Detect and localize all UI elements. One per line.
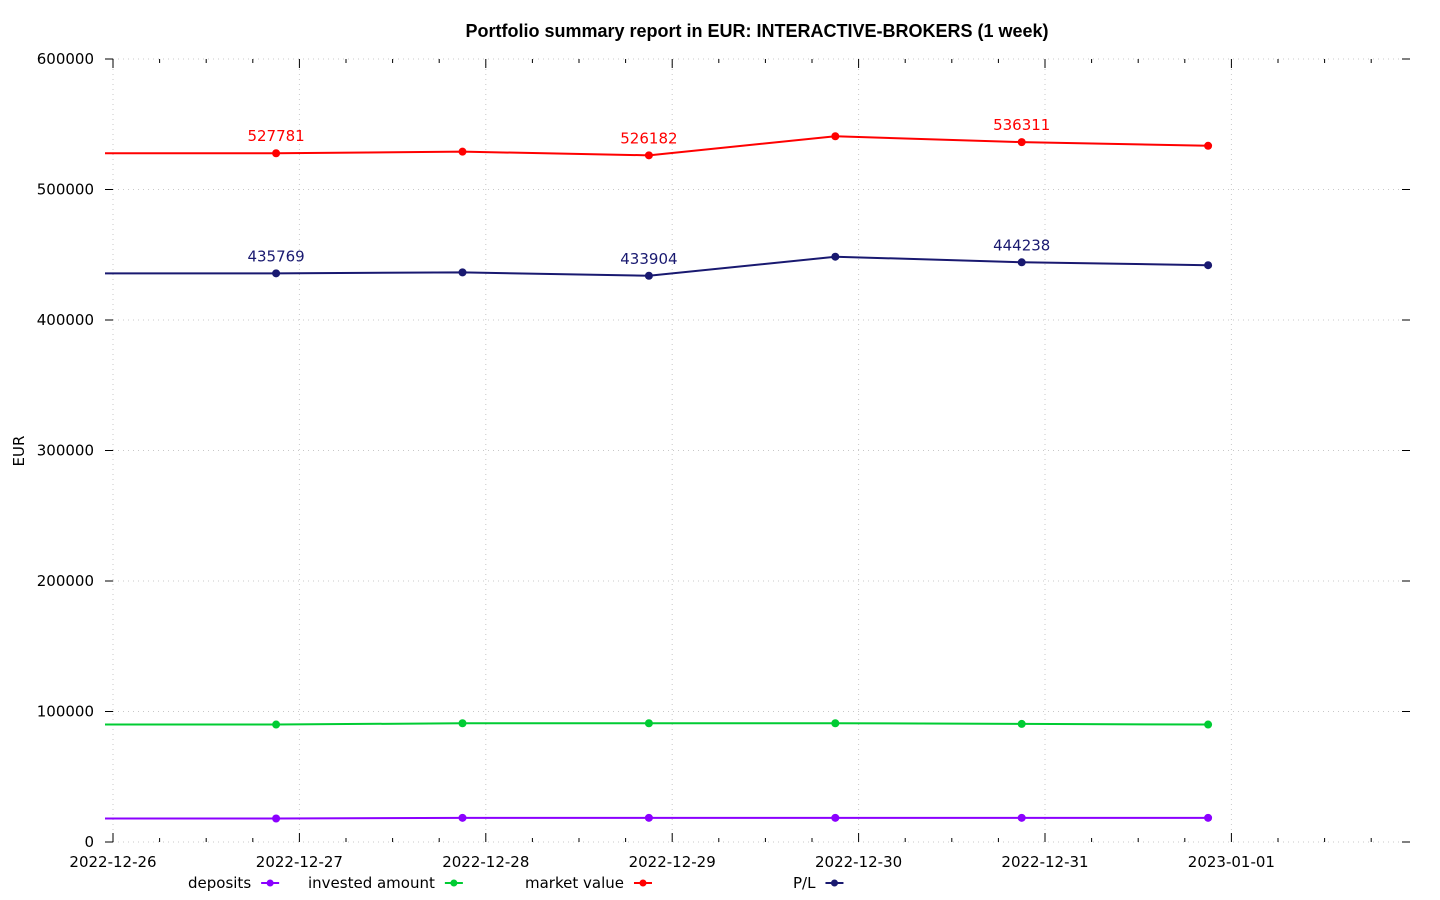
data-point [831, 132, 840, 141]
x-tick-label: 2022-12-29 [629, 853, 716, 871]
data-point [272, 149, 281, 158]
series-lines [105, 132, 1213, 823]
data-point [1017, 813, 1026, 822]
data-label: 433904 [620, 250, 677, 268]
legend: deposits invested amount market value P/L [188, 874, 844, 892]
data-point [1204, 720, 1213, 729]
data-label: 444238 [993, 236, 1050, 254]
series-invested-amount [105, 719, 1213, 729]
data-point [644, 719, 653, 728]
y-tick-label: 100000 [37, 703, 94, 721]
data-point [831, 719, 840, 728]
y-tick-label: 0 [84, 833, 94, 851]
data-point [272, 814, 281, 823]
data-point [458, 719, 467, 728]
y-tick-label: 400000 [37, 311, 94, 329]
x-tick-label: 2023-01-01 [1188, 853, 1275, 871]
y-axis-label: EUR [10, 436, 28, 467]
series-p-l [105, 252, 1213, 280]
series-deposits [105, 813, 1213, 823]
x-tick-label: 2022-12-28 [442, 853, 529, 871]
data-point [1204, 261, 1213, 270]
data-point [272, 720, 281, 729]
data-point [1017, 138, 1026, 147]
y-tick-label: 500000 [37, 181, 94, 199]
data-point [644, 151, 653, 160]
chart-title: Portfolio summary report in EUR: INTERAC… [465, 21, 1048, 41]
data-point [644, 813, 653, 822]
data-labels: 527781 526182 536311 435769 433904 444238 [247, 116, 1050, 268]
legend-swatch-marker [450, 879, 458, 887]
data-label: 527781 [247, 127, 304, 145]
data-point [458, 147, 467, 156]
legend-label: invested amount [308, 874, 435, 892]
x-tick-label: 2022-12-27 [256, 853, 343, 871]
x-tick-label: 2022-12-31 [1001, 853, 1088, 871]
legend-swatch-marker [830, 879, 838, 887]
data-point [644, 271, 653, 280]
data-point [458, 813, 467, 822]
data-point [831, 813, 840, 822]
data-label: 536311 [993, 116, 1050, 134]
x-tick-label: 2022-12-26 [69, 853, 156, 871]
legend-swatch-marker [266, 879, 274, 887]
axes: 0 100000 200000 300000 400000 500000 600000 202… [37, 50, 1410, 871]
series-line [105, 816, 1209, 820]
y-tick-label: 200000 [37, 572, 94, 590]
legend-label: market value [525, 874, 624, 892]
legend-label: deposits [188, 874, 251, 892]
data-point [1204, 813, 1213, 822]
data-point [1017, 719, 1026, 728]
data-label: 526182 [620, 129, 677, 147]
y-tick-label: 300000 [37, 442, 94, 460]
data-point [1017, 258, 1026, 267]
data-point [831, 252, 840, 261]
data-point [272, 269, 281, 278]
data-label: 435769 [247, 247, 304, 265]
legend-label: P/L [793, 874, 816, 892]
series-market-value [105, 132, 1213, 160]
series-line [105, 722, 1209, 726]
legend-swatch-marker [639, 879, 647, 887]
y-tick-label: 600000 [37, 50, 94, 68]
data-point [458, 268, 467, 277]
x-tick-label: 2022-12-30 [815, 853, 902, 871]
data-point [1204, 141, 1213, 150]
